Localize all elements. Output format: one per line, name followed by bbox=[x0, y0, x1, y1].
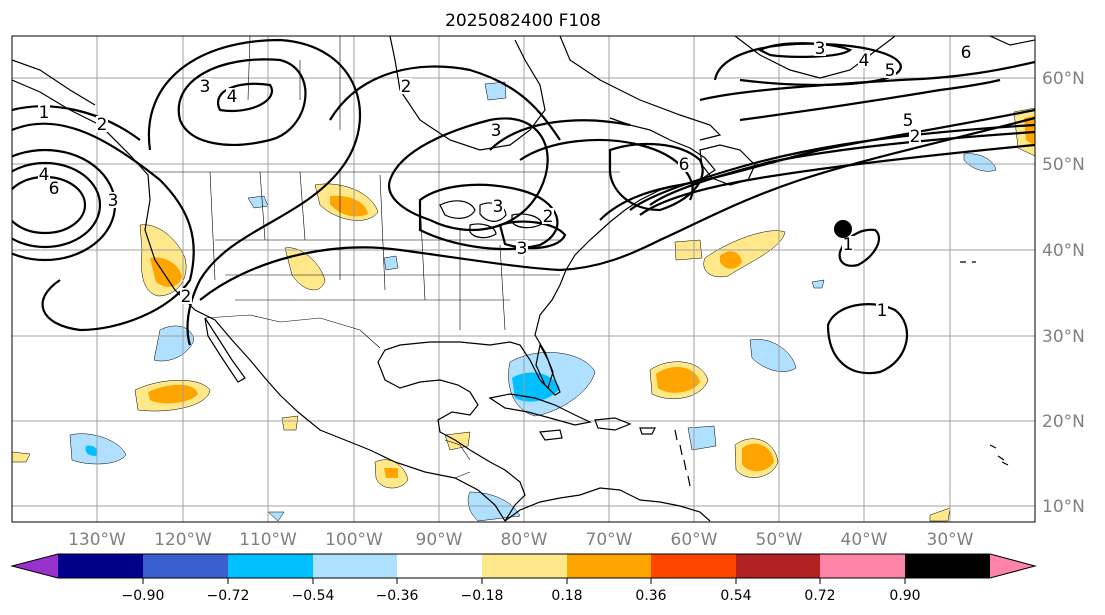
colorbar-tick-label: −0.90 bbox=[122, 588, 165, 604]
colorbar-segment bbox=[567, 554, 651, 578]
lat-label: 20°N bbox=[1042, 412, 1085, 432]
colorbar: −0.90 −0.72 −0.54 −0.36 −0.18 0.18 0.36 … bbox=[10, 553, 1037, 604]
graticule bbox=[12, 36, 1035, 522]
map-title: 2025082400 F108 bbox=[445, 11, 601, 31]
map-frame bbox=[11, 35, 1036, 523]
contour-label: 6 bbox=[49, 179, 60, 199]
colorbar-segment bbox=[313, 554, 397, 578]
colorbar-tick-label: 0.90 bbox=[889, 588, 920, 604]
colorbar-ticks bbox=[142, 578, 906, 584]
lon-label: 70°W bbox=[586, 530, 633, 550]
contour-label: 5 bbox=[903, 111, 914, 131]
contour-label: 3 bbox=[108, 191, 119, 211]
contour-label: 2 bbox=[401, 77, 412, 97]
colorbar-tick-label: −0.18 bbox=[461, 588, 504, 604]
lat-label: 60°N bbox=[1042, 69, 1085, 89]
contour-label: 5 bbox=[885, 61, 896, 81]
longitude-labels: 130°W 120°W 110°W 100°W 90°W 80°W 70°W 6… bbox=[68, 530, 974, 550]
lon-label: 40°W bbox=[841, 530, 888, 550]
contour-label: 2 bbox=[97, 115, 108, 135]
colorbar-tick-label: −0.54 bbox=[292, 588, 335, 604]
contour-label: 2 bbox=[543, 207, 554, 227]
contour-label: 6 bbox=[679, 155, 690, 175]
lat-label: 50°N bbox=[1042, 155, 1085, 175]
colorbar-tick-label: 0.18 bbox=[551, 588, 582, 604]
contour-label: 2 bbox=[910, 127, 921, 147]
colorbar-min-extension bbox=[12, 554, 58, 578]
colorbar-segment bbox=[820, 554, 905, 578]
lat-label: 10°N bbox=[1042, 497, 1085, 517]
colorbar-max-extension bbox=[990, 554, 1035, 578]
lon-label: 90°W bbox=[416, 530, 463, 550]
colorbar-segment bbox=[228, 554, 313, 578]
contour-label: 3 bbox=[491, 121, 502, 141]
colorbar-segment bbox=[736, 554, 820, 578]
storm-position-dot bbox=[834, 220, 852, 238]
lon-label: 110°W bbox=[239, 530, 297, 550]
colorbar-segment bbox=[143, 554, 228, 578]
colorbar-segment bbox=[397, 554, 482, 578]
lon-label: 120°W bbox=[154, 530, 212, 550]
lon-label: 50°W bbox=[756, 530, 803, 550]
contour-label: 4 bbox=[227, 87, 238, 107]
colorbar-segment bbox=[482, 554, 567, 578]
lon-label: 30°W bbox=[927, 530, 974, 550]
political-borders bbox=[148, 36, 620, 479]
lon-label: 130°W bbox=[68, 530, 126, 550]
contour-value-labels: 1 2 3 4 3 2 3 4 5 6 5 2 3 3 2 3 6 1 1 2 … bbox=[38, 39, 972, 321]
contour-label: 1 bbox=[39, 103, 50, 123]
colorbar-segment bbox=[58, 554, 143, 578]
colorbar-tick-label: 0.54 bbox=[720, 588, 751, 604]
contour-label: 3 bbox=[815, 39, 826, 59]
contour-label: 3 bbox=[517, 239, 528, 259]
contour-label: 3 bbox=[200, 77, 211, 97]
contour-label: 1 bbox=[877, 301, 888, 321]
colorbar-tick-label: 0.72 bbox=[804, 588, 835, 604]
lon-label: 100°W bbox=[325, 530, 383, 550]
contour-label: 2 bbox=[181, 287, 192, 307]
contour-label: 3 bbox=[493, 197, 504, 217]
colorbar-tick-label: −0.36 bbox=[376, 588, 419, 604]
lat-label: 30°N bbox=[1042, 327, 1085, 347]
contour-label: 6 bbox=[961, 43, 972, 63]
lon-label: 60°W bbox=[671, 530, 718, 550]
colorbar-tick-label: −0.72 bbox=[207, 588, 250, 604]
lon-label: 80°W bbox=[501, 530, 548, 550]
lat-label: 40°N bbox=[1042, 241, 1085, 261]
colorbar-segment bbox=[905, 554, 990, 578]
contour-label: 4 bbox=[859, 51, 870, 71]
colorbar-tick-label: 0.36 bbox=[635, 588, 666, 604]
latitude-labels: 60°N 50°N 40°N 30°N 20°N 10°N bbox=[1042, 69, 1085, 517]
contour-label: 1 bbox=[843, 235, 854, 255]
colorbar-segment bbox=[651, 554, 736, 578]
contour-label: 4 bbox=[39, 165, 50, 185]
